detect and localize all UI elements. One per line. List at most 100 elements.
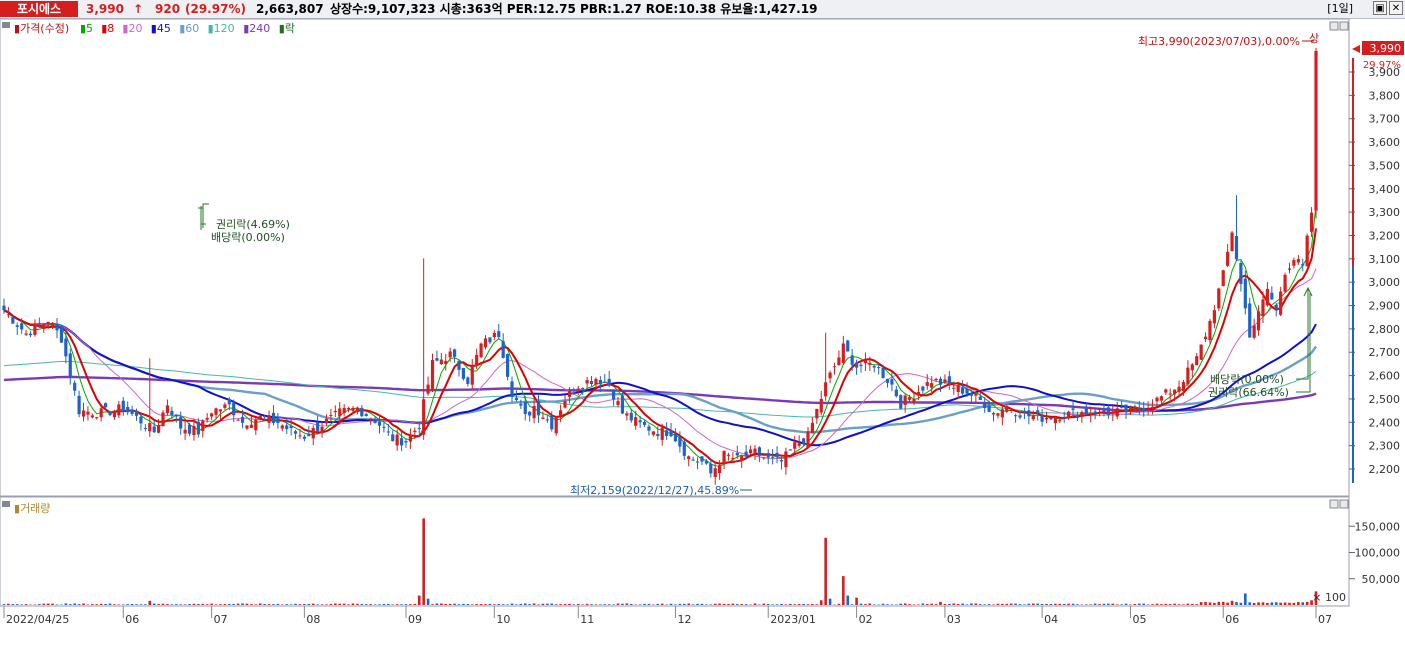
- price-change: 920: [155, 2, 181, 16]
- current-price-box: [1362, 41, 1404, 55]
- volume-bar: [1199, 602, 1203, 605]
- candle: [1080, 410, 1084, 423]
- candle: [1084, 403, 1088, 415]
- candle: [81, 402, 86, 422]
- volume-bar: [334, 603, 337, 605]
- candle: [894, 385, 898, 398]
- legend-rak: ▮락: [279, 22, 295, 35]
- candle: [1022, 407, 1027, 420]
- volume-bar: [550, 603, 554, 605]
- candle: [1128, 405, 1133, 415]
- price-tick-label: 2,200: [1369, 463, 1401, 476]
- volume-bar: [1089, 604, 1093, 605]
- period-selector[interactable]: [1일]: [1327, 2, 1353, 15]
- candle: [475, 348, 479, 370]
- candle: [523, 395, 527, 421]
- candle: [1279, 286, 1283, 317]
- candle: [748, 445, 753, 456]
- candle: [377, 414, 382, 434]
- x-tick-label: 2023/01: [770, 613, 816, 626]
- candle: [594, 377, 598, 389]
- volume-bar: [828, 598, 832, 605]
- candle: [391, 430, 395, 442]
- volume-bar: [64, 603, 68, 605]
- volume-bar: [1018, 604, 1022, 605]
- candle: [1168, 388, 1172, 402]
- volume-bar: [1186, 603, 1190, 605]
- candle: [148, 358, 152, 437]
- volume-bar: [1160, 604, 1163, 605]
- candle: [678, 431, 682, 453]
- candle: [1155, 396, 1159, 407]
- volume-bar: [488, 603, 492, 605]
- volume-bar: [73, 603, 76, 605]
- candle: [965, 382, 969, 397]
- candle: [1014, 413, 1018, 423]
- candle: [444, 353, 448, 371]
- panel-toggle-icon[interactable]: [2, 22, 10, 28]
- candle: [1031, 410, 1035, 422]
- volume-bar: [532, 603, 536, 605]
- candle: [550, 411, 554, 432]
- candle: [987, 400, 991, 413]
- volume-bar: [214, 604, 218, 605]
- volume-bar: [815, 604, 819, 605]
- candle: [86, 406, 90, 421]
- stock-info: 상장수:9,107,323 시총:363억 PER:12.75 PBR:1.27…: [330, 2, 818, 16]
- candle: [1036, 406, 1040, 421]
- candle: [660, 423, 664, 446]
- candle: [885, 378, 890, 388]
- volume-bar: [7, 603, 10, 605]
- volume-bar: [174, 604, 178, 605]
- volume-bar: [298, 604, 302, 605]
- volume-bar: [930, 603, 933, 605]
- volume-bar: [1164, 603, 1168, 605]
- volume-bar: [466, 604, 470, 605]
- stock-name[interactable]: 포시에스: [0, 1, 78, 17]
- volume-bar: [1102, 603, 1106, 605]
- volume-bar: [360, 604, 364, 605]
- volume-bar: [554, 604, 558, 605]
- candle: [42, 323, 46, 333]
- candle: [1283, 272, 1287, 294]
- panel-max-button[interactable]: [1339, 21, 1349, 31]
- volume-panel-toggle-icon[interactable]: [2, 501, 10, 507]
- volume-bar: [934, 604, 938, 605]
- candle: [1195, 353, 1199, 366]
- candle: [302, 434, 306, 442]
- volume-bar: [1195, 604, 1199, 605]
- candle: [890, 371, 894, 392]
- candle: [218, 409, 223, 420]
- panel-min-button[interactable]: [1329, 21, 1339, 31]
- volume-min-button[interactable]: [1329, 499, 1339, 509]
- volume-bar: [453, 603, 456, 605]
- candle: [165, 399, 170, 416]
- volume-bar: [139, 604, 143, 605]
- volume-bar: [1283, 602, 1287, 605]
- volume-max-button[interactable]: [1339, 499, 1349, 509]
- candle: [559, 404, 563, 423]
- volume-bar: [585, 603, 589, 605]
- volume-bar: [1054, 603, 1057, 605]
- volume-bar: [541, 603, 545, 605]
- volume-bar: [775, 604, 779, 605]
- candle: [1243, 270, 1247, 315]
- legend-ma-120: ▮120: [208, 22, 235, 35]
- volume-bar: [113, 604, 116, 605]
- restore-icon[interactable]: ▣: [1373, 1, 1387, 15]
- volume-bar: [161, 603, 165, 605]
- volume-bar: [320, 604, 324, 605]
- candle: [1018, 411, 1022, 420]
- volume-bar: [881, 603, 885, 605]
- volume-bar: [201, 603, 205, 605]
- volume-bar: [179, 604, 183, 605]
- candle: [656, 426, 660, 440]
- volume-bar: [1297, 602, 1300, 605]
- close-icon[interactable]: ✕: [1389, 1, 1403, 15]
- volume-bar: [144, 604, 147, 605]
- left-dividend-annotation: 배당락(0.00%): [211, 231, 285, 244]
- candle: [907, 394, 912, 402]
- volume-bar: [422, 518, 425, 605]
- volume-bar: [837, 603, 841, 605]
- candle: [722, 450, 726, 470]
